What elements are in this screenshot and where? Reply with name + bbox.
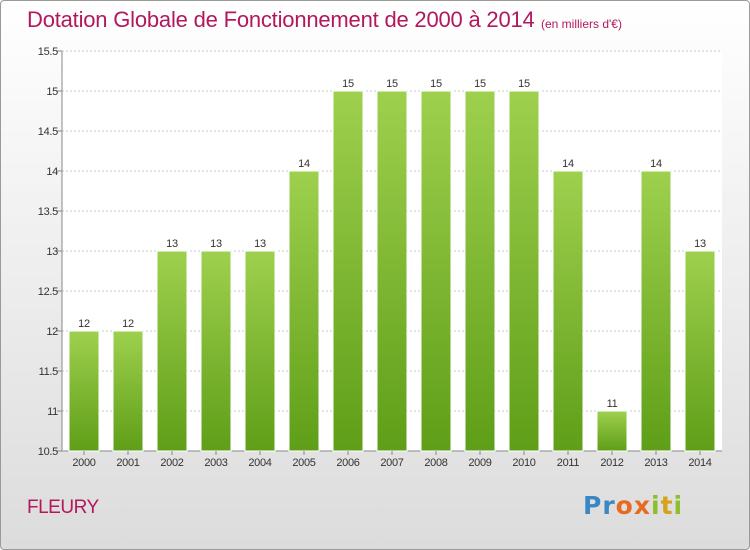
- y-tick-label: 14.5: [38, 126, 58, 138]
- bar-2000: [68, 330, 100, 452]
- bar-2014: [684, 250, 716, 452]
- bar-value-label: 15: [474, 78, 486, 90]
- bar-2010: [508, 90, 540, 452]
- bar-value-label: 15: [386, 78, 398, 90]
- bar-2002: [156, 250, 188, 452]
- y-tick-label: 15: [46, 86, 58, 98]
- bar-value-label: 15: [518, 78, 530, 90]
- bar-2012: [596, 410, 628, 452]
- bar-value-label: 13: [210, 238, 222, 250]
- x-tick-label: 2014: [688, 457, 711, 469]
- x-tick-label: 2005: [292, 457, 315, 469]
- chart-title: Dotation Globale de Fonctionnement de 20…: [27, 7, 535, 32]
- x-tick-label: 2013: [644, 457, 667, 469]
- bar-2003: [200, 250, 232, 452]
- bar-2006: [332, 90, 364, 452]
- bar-value-label: 11: [607, 398, 618, 410]
- x-tick-label: 2011: [557, 457, 580, 469]
- y-tick-label: 12: [46, 326, 58, 338]
- y-tick-label: 11.5: [39, 366, 59, 378]
- x-tick-label: 2004: [248, 457, 271, 469]
- x-tick-label: 2006: [336, 457, 359, 469]
- commune-name: FLEURY: [27, 497, 99, 518]
- x-tick-label: 2010: [512, 457, 535, 469]
- y-tick-label: 13: [46, 246, 58, 258]
- x-tick-label: 2008: [424, 457, 447, 469]
- bar-2009: [464, 90, 496, 452]
- x-tick-label: 2003: [204, 457, 227, 469]
- chart-unit-label: (en milliers d'€): [541, 17, 622, 31]
- bar-2008: [420, 90, 452, 452]
- bar-value-label: 13: [166, 238, 178, 250]
- bar-value-label: 15: [430, 78, 442, 90]
- bar-value-label: 14: [562, 158, 574, 170]
- bar-2001: [112, 330, 144, 452]
- bar-value-label: 12: [78, 318, 90, 330]
- x-tick-label: 2002: [160, 457, 183, 469]
- y-tick-label: 12.5: [38, 286, 58, 298]
- x-tick-label: 2012: [600, 457, 623, 469]
- bar-2005: [288, 170, 320, 452]
- bar-2013: [640, 170, 672, 452]
- y-tick-label: 13.5: [38, 206, 58, 218]
- bar-value-label: 13: [254, 238, 266, 250]
- x-tick-label: 2009: [468, 457, 491, 469]
- x-tick-label: 2001: [116, 457, 139, 469]
- x-tick-label: 2007: [380, 457, 403, 469]
- bar-value-label: 12: [122, 318, 134, 330]
- bar-value-label: 14: [650, 158, 662, 170]
- bar-2011: [552, 170, 584, 452]
- bar-value-label: 13: [694, 238, 706, 250]
- proxiti-logo[interactable]: Proxiti: [583, 491, 684, 520]
- y-tick-label: 14: [46, 166, 58, 178]
- y-tick-label: 11: [47, 406, 58, 418]
- bar-2004: [244, 250, 276, 452]
- y-tick-label: 15.5: [38, 46, 58, 58]
- y-tick-label: 10.5: [38, 446, 58, 458]
- bar-2007: [376, 90, 408, 452]
- bar-value-label: 15: [342, 78, 354, 90]
- x-tick-label: 2000: [72, 457, 95, 469]
- bar-value-label: 14: [298, 158, 310, 170]
